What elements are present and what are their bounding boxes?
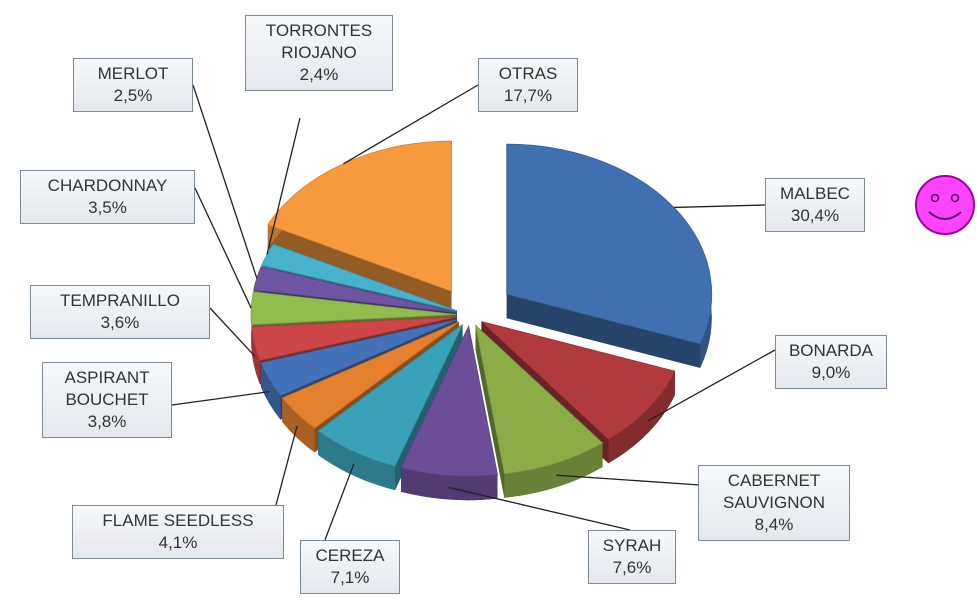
slice [506,143,713,368]
category-label: CHARDONNAY [47,176,168,195]
data-label: SYRAH 7,6% [588,530,676,584]
category-label: CEREZA [315,546,385,565]
value-label: 8,4% [754,515,794,534]
data-label: ASPIRANT BOUCHET 3,8% [42,362,172,438]
value-label: 4,1% [158,533,198,552]
slice-rim [260,362,281,420]
value-label: 3,8% [87,412,127,431]
data-label: CHARDONNAY 3,5% [20,170,195,224]
leader-line [171,391,270,406]
slice-top [481,321,676,440]
category-label: TEMPRANILLO [60,291,180,310]
leader-line [209,307,256,357]
slice [474,324,604,498]
slice-top [253,266,457,313]
data-label: CABERNET SAUVIGNON 8,4% [698,465,850,541]
slice [317,324,463,491]
category-label: FLAME SEEDLESS [102,511,254,530]
value-label: 30,4% [790,206,840,225]
data-label: TEMPRANILLO 3,6% [30,285,210,339]
value-label: 2,5% [113,86,153,105]
category-label: ASPIRANT BOUCHET [64,368,150,409]
leader-line [647,349,776,422]
data-label: TORRONTES RIOJANO 2,4% [245,15,393,91]
data-label: MALBEC 30,4% [765,178,865,232]
leader-line [324,463,355,541]
leader-line [556,474,701,486]
value-label: 7,6% [612,558,652,577]
value-label: 2,4% [299,65,339,84]
data-label: OTRAS 17,7% [478,58,578,112]
category-label: MALBEC [780,184,850,203]
value-label: 7,1% [330,568,370,587]
slice-top [267,140,452,292]
category-label: OTRAS [498,64,558,83]
slice-rim [318,430,396,491]
category-label: BONARDA [788,341,874,360]
leader-line [194,187,252,309]
slice-rim [504,443,603,498]
slice-rim [608,371,675,464]
value-label: 17,7% [503,86,553,105]
slice-top [474,324,604,475]
data-label: BONARDA 9,0% [775,335,887,389]
leader-line [448,486,631,531]
leader-line [343,84,479,165]
leader-line [192,84,258,279]
leader-line [673,204,766,209]
data-label: MERLOT 2,5% [73,58,193,112]
slice-top [251,316,457,361]
slice [400,324,498,501]
slice-top [317,324,463,467]
leader-line [275,425,298,506]
slice-side [506,294,701,368]
category-label: TORRONTES RIOJANO [265,21,373,62]
value-label: 3,5% [88,198,127,217]
category-label: SYRAH [602,536,662,555]
slice-top [281,321,460,429]
slice-top [400,324,498,477]
slice-rim [282,397,315,453]
smiley [915,175,975,235]
leader-line [266,117,301,255]
slice-rim [401,467,498,501]
value-label: 9,0% [811,363,851,382]
data-label: FLAME SEEDLESS 4,1% [72,505,284,559]
data-label: CEREZA 7,1% [300,540,400,594]
category-label: MERLOT [97,64,169,83]
slice-top [260,319,458,397]
category-label: CABERNET SAUVIGNON [722,471,826,512]
slice-top [506,143,713,345]
slice-side [475,325,505,498]
value-label: 3,6% [100,313,140,332]
